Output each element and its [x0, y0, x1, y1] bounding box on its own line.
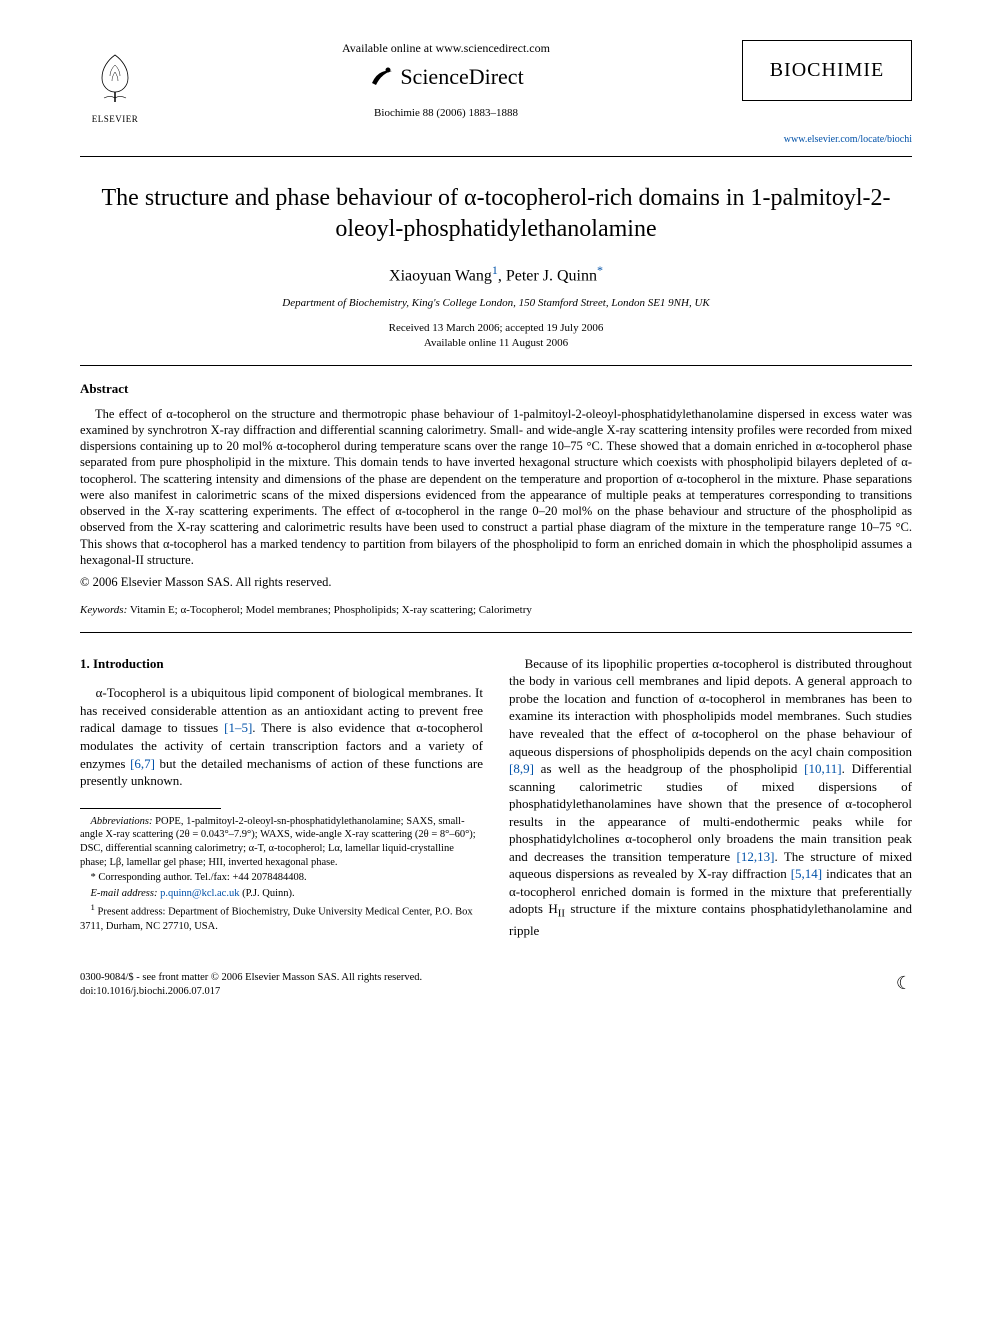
email-tail: (P.J. Quinn). [239, 888, 294, 899]
journal-title-box: BIOCHIMIE [742, 40, 912, 101]
abstract-copyright: © 2006 Elsevier Masson SAS. All rights r… [80, 574, 912, 591]
author-line: Xiaoyuan Wang1, Peter J. Quinn* [80, 262, 912, 287]
abstract-heading: Abstract [80, 380, 912, 398]
ref-link-10-11[interactable]: [10,11] [804, 761, 841, 776]
col2-sub-ii: II [558, 908, 565, 920]
col1-para-1: α-Tocopherol is a ubiquitous lipid compo… [80, 684, 483, 789]
footnote-rule [80, 808, 221, 809]
journal-name: BIOCHIMIE [751, 57, 903, 84]
sciencedirect-text: ScienceDirect [400, 62, 523, 92]
article-title: The structure and phase behaviour of α-t… [80, 183, 912, 245]
present-addr-sup: 1 [91, 902, 95, 912]
keywords-text: Vitamin E; α-Tocopherol; Model membranes… [127, 604, 532, 616]
footnote-email: E-mail address: p.quinn@kcl.ac.uk (P.J. … [80, 887, 483, 901]
article-dates: Received 13 March 2006; accepted 19 July… [80, 321, 912, 351]
journal-link-row: www.elsevier.com/locate/biochi [80, 133, 912, 147]
email-label: E-mail address: [91, 888, 158, 899]
sciencedirect-swoosh-icon [368, 63, 396, 91]
elsevier-logo: ELSEVIER [80, 40, 150, 125]
abstract-text: The effect of α-tocopherol on the struct… [80, 406, 912, 569]
sciencedirect-logo: ScienceDirect [368, 62, 523, 92]
affiliation: Department of Biochemistry, King's Colle… [80, 296, 912, 311]
footer-copyright: 0300-9084/$ - see front matter © 2006 El… [80, 971, 422, 985]
corresponding-email-link[interactable]: p.quinn@kcl.ac.uk [160, 888, 239, 899]
footer-doi: doi:10.1016/j.biochi.2006.07.017 [80, 985, 422, 999]
footer-left: 0300-9084/$ - see front matter © 2006 El… [80, 971, 422, 999]
col2-text-b: as well as the headgroup of the phosphol… [534, 761, 804, 776]
ref-link-6-7[interactable]: [6,7] [130, 756, 155, 771]
col2-para-1: Because of its lipophilic properties α-t… [509, 655, 912, 939]
footnote-corresponding: * Corresponding author. Tel./fax: +44 20… [80, 871, 483, 885]
author-1: Xiaoyuan Wang [389, 267, 492, 284]
page-header: ELSEVIER Available online at www.science… [80, 40, 912, 125]
section-1-heading: 1. Introduction [80, 655, 483, 673]
present-addr-text: Present address: Department of Biochemis… [80, 907, 473, 932]
author-sep: , [498, 267, 506, 284]
column-right: Because of its lipophilic properties α-t… [509, 655, 912, 949]
ref-link-8-9[interactable]: [8,9] [509, 761, 534, 776]
col2-text-a: Because of its lipophilic properties α-t… [509, 656, 912, 759]
keywords-label: Keywords: [80, 604, 127, 616]
ref-link-5-14[interactable]: [5,14] [791, 866, 822, 881]
author-2: Peter J. Quinn [506, 267, 597, 284]
header-rule [80, 156, 912, 157]
ref-link-1-5[interactable]: [1–5] [224, 720, 252, 735]
page-footer: 0300-9084/$ - see front matter © 2006 El… [80, 971, 912, 999]
available-online-text: Available online at www.sciencedirect.co… [160, 40, 732, 56]
dates-online: Available online 11 August 2006 [80, 336, 912, 351]
keywords-line: Keywords: Vitamin E; α-Tocopherol; Model… [80, 603, 912, 618]
elsevier-tree-icon [90, 50, 140, 105]
footer-moon-icon: ☾ [896, 971, 912, 999]
column-left: 1. Introduction α-Tocopherol is a ubiqui… [80, 655, 483, 949]
elsevier-label: ELSEVIER [80, 113, 150, 125]
journal-homepage-link[interactable]: www.elsevier.com/locate/biochi [784, 134, 912, 145]
col2-text-f: structure if the mixture contains phosph… [509, 901, 912, 937]
citation-line: Biochimie 88 (2006) 1883–1888 [160, 106, 732, 121]
ref-link-12-13[interactable]: [12,13] [737, 849, 775, 864]
author-2-corresponding-link[interactable]: * [597, 263, 603, 277]
dates-received: Received 13 March 2006; accepted 19 July… [80, 321, 912, 336]
center-header: Available online at www.sciencedirect.co… [150, 40, 742, 120]
body-columns: 1. Introduction α-Tocopherol is a ubiqui… [80, 655, 912, 949]
footnote-abbreviations: Abbreviations: POPE, 1-palmitoyl-2-oleoy… [80, 815, 483, 870]
post-abstract-rule [80, 632, 912, 633]
abbrev-label: Abbreviations: [91, 816, 153, 827]
pre-abstract-rule [80, 365, 912, 366]
footnote-present-address: 1 Present address: Department of Biochem… [80, 902, 483, 933]
